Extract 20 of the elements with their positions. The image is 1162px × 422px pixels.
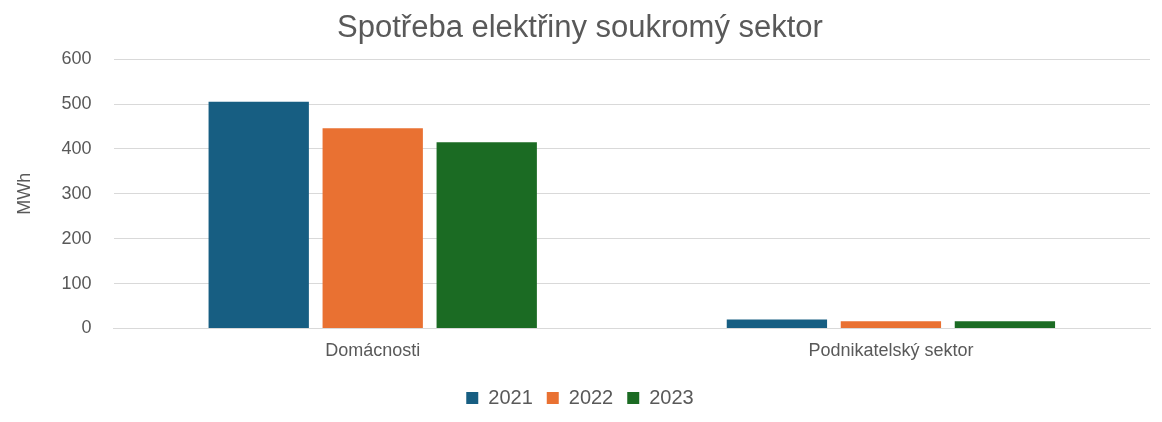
y-axis-title: MWh (13, 172, 34, 215)
x-tick-label: Podnikatelský sektor (808, 340, 974, 361)
y-tick-label: 100 (61, 272, 92, 293)
bar (322, 128, 423, 328)
y-tick-label: 600 (61, 48, 92, 69)
legend-label: 2022 (568, 385, 614, 408)
y-tick-label: 200 (61, 227, 92, 248)
x-tick-label: Domácnosti (325, 340, 421, 361)
bar (208, 101, 309, 328)
y-tick-label: 400 (61, 137, 92, 158)
legend-label: 2023 (649, 385, 694, 408)
bar (726, 319, 828, 328)
bar (436, 142, 537, 328)
bar (954, 321, 1056, 328)
y-tick-label: 300 (61, 182, 92, 203)
y-tick-label: 0 (81, 317, 92, 338)
legend-label: 2021 (488, 385, 533, 408)
chart-title: Spotřeba elektřiny soukromý sektor (337, 9, 823, 45)
y-tick-label: 500 (61, 93, 92, 114)
bar (840, 321, 942, 328)
